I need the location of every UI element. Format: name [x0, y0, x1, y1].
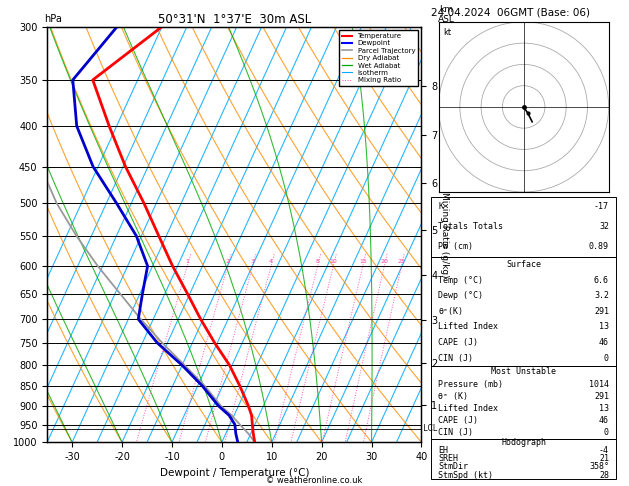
- Text: 10: 10: [330, 259, 337, 264]
- Text: CIN (J): CIN (J): [438, 354, 473, 363]
- Text: 291: 291: [594, 392, 609, 400]
- Text: 8: 8: [316, 259, 320, 264]
- Text: 13: 13: [599, 323, 609, 331]
- Text: 15: 15: [359, 259, 367, 264]
- Text: 3: 3: [250, 259, 255, 264]
- Text: 2: 2: [226, 259, 230, 264]
- Text: θᵉ (K): θᵉ (K): [438, 392, 468, 400]
- Bar: [431, 257, 616, 366]
- Text: Totals Totals: Totals Totals: [438, 223, 503, 231]
- Text: 358°: 358°: [589, 462, 609, 471]
- Text: kt: kt: [443, 28, 451, 36]
- Text: 32: 32: [599, 223, 609, 231]
- Text: 25: 25: [398, 259, 405, 264]
- Text: -17: -17: [594, 202, 609, 211]
- Text: K: K: [438, 202, 443, 211]
- Text: 24.04.2024  06GMT (Base: 06): 24.04.2024 06GMT (Base: 06): [431, 7, 590, 17]
- Text: 291: 291: [594, 307, 609, 316]
- Text: 0: 0: [604, 428, 609, 437]
- Text: θᵉ(K): θᵉ(K): [438, 307, 464, 316]
- Text: 46: 46: [599, 338, 609, 347]
- Text: 13: 13: [599, 404, 609, 413]
- Text: Lifted Index: Lifted Index: [438, 323, 498, 331]
- Text: CAPE (J): CAPE (J): [438, 338, 478, 347]
- Text: 20: 20: [381, 259, 388, 264]
- Text: 46: 46: [599, 416, 609, 425]
- Title: 50°31'N  1°37'E  30m ASL: 50°31'N 1°37'E 30m ASL: [158, 13, 311, 26]
- Bar: [431, 438, 616, 479]
- Text: 1014: 1014: [589, 380, 609, 389]
- Text: km
ASL: km ASL: [438, 5, 455, 24]
- Text: 21: 21: [599, 454, 609, 463]
- Legend: Temperature, Dewpoint, Parcel Trajectory, Dry Adiabat, Wet Adiabat, Isotherm, Mi: Temperature, Dewpoint, Parcel Trajectory…: [339, 30, 418, 86]
- Y-axis label: Mixing Ratio (g/kg): Mixing Ratio (g/kg): [440, 191, 448, 278]
- Text: StmSpd (kt): StmSpd (kt): [438, 470, 493, 480]
- Text: SREH: SREH: [438, 454, 459, 463]
- Text: © weatheronline.co.uk: © weatheronline.co.uk: [266, 476, 363, 485]
- Text: 0.89: 0.89: [589, 243, 609, 251]
- Bar: [431, 197, 616, 257]
- Text: CIN (J): CIN (J): [438, 428, 473, 437]
- Text: Hodograph: Hodograph: [501, 438, 546, 447]
- Text: PW (cm): PW (cm): [438, 243, 473, 251]
- Text: CAPE (J): CAPE (J): [438, 416, 478, 425]
- Text: Lifted Index: Lifted Index: [438, 404, 498, 413]
- Text: 3.2: 3.2: [594, 291, 609, 300]
- Text: 1: 1: [186, 259, 189, 264]
- Text: 6.6: 6.6: [594, 276, 609, 285]
- Text: EH: EH: [438, 446, 448, 455]
- Text: Dewp (°C): Dewp (°C): [438, 291, 483, 300]
- Text: Temp (°C): Temp (°C): [438, 276, 483, 285]
- Text: -4: -4: [599, 446, 609, 455]
- Text: 28: 28: [599, 470, 609, 480]
- Text: hPa: hPa: [44, 14, 62, 24]
- Text: 0: 0: [604, 354, 609, 363]
- Text: LCL: LCL: [421, 424, 438, 434]
- Text: StmDir: StmDir: [438, 462, 468, 471]
- Text: 4: 4: [269, 259, 273, 264]
- Bar: [431, 366, 616, 438]
- X-axis label: Dewpoint / Temperature (°C): Dewpoint / Temperature (°C): [160, 468, 309, 478]
- Text: Most Unstable: Most Unstable: [491, 367, 556, 377]
- Text: Surface: Surface: [506, 260, 541, 269]
- Text: Pressure (mb): Pressure (mb): [438, 380, 503, 389]
